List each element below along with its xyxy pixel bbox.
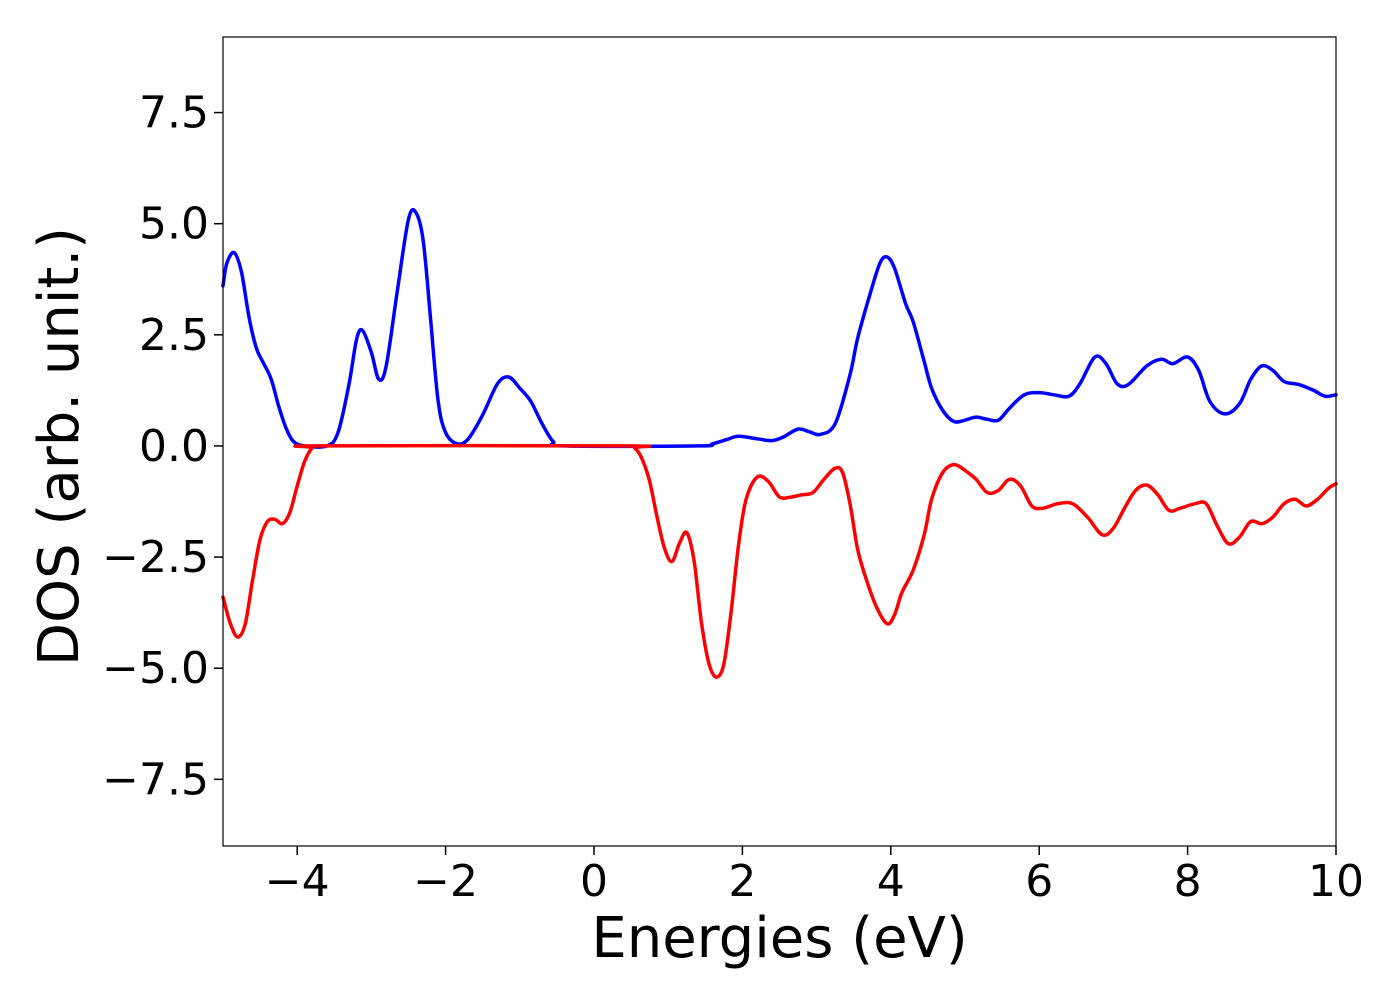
x-tick-label: 8 (1174, 856, 1202, 907)
x-tick-label: −2 (413, 856, 478, 907)
y-tick-label: −7.5 (102, 754, 209, 805)
y-tick-label: 2.5 (139, 310, 209, 361)
dos-line-red (221, 443, 1338, 679)
dos-line-blue (221, 207, 1338, 449)
y-axis-title: DOS (arb. unit.) (27, 227, 92, 666)
x-tick-label: 6 (1025, 856, 1053, 907)
x-tick-label: 2 (728, 856, 756, 907)
x-tick-label: 10 (1308, 856, 1364, 907)
y-tick-label: 0.0 (139, 421, 209, 472)
x-tick-label: −4 (265, 856, 330, 907)
plot-frame (222, 36, 1337, 847)
x-tick-label: 4 (877, 856, 905, 907)
x-tick-label: 0 (580, 856, 608, 907)
y-tick-label: −2.5 (102, 532, 209, 583)
y-tick-label: −5.0 (102, 643, 209, 694)
y-tick-label: 7.5 (139, 88, 209, 139)
x-axis-ticks: −4 −2 0 2 4 6 8 10 (265, 846, 1364, 907)
x-axis-title: Energies (eV) (591, 906, 967, 971)
y-axis-ticks: 7.5 5.0 2.5 0.0 −2.5 −5.0 −7.5 (102, 88, 223, 805)
series-layer (221, 207, 1338, 679)
y-tick-label: 5.0 (139, 199, 209, 250)
